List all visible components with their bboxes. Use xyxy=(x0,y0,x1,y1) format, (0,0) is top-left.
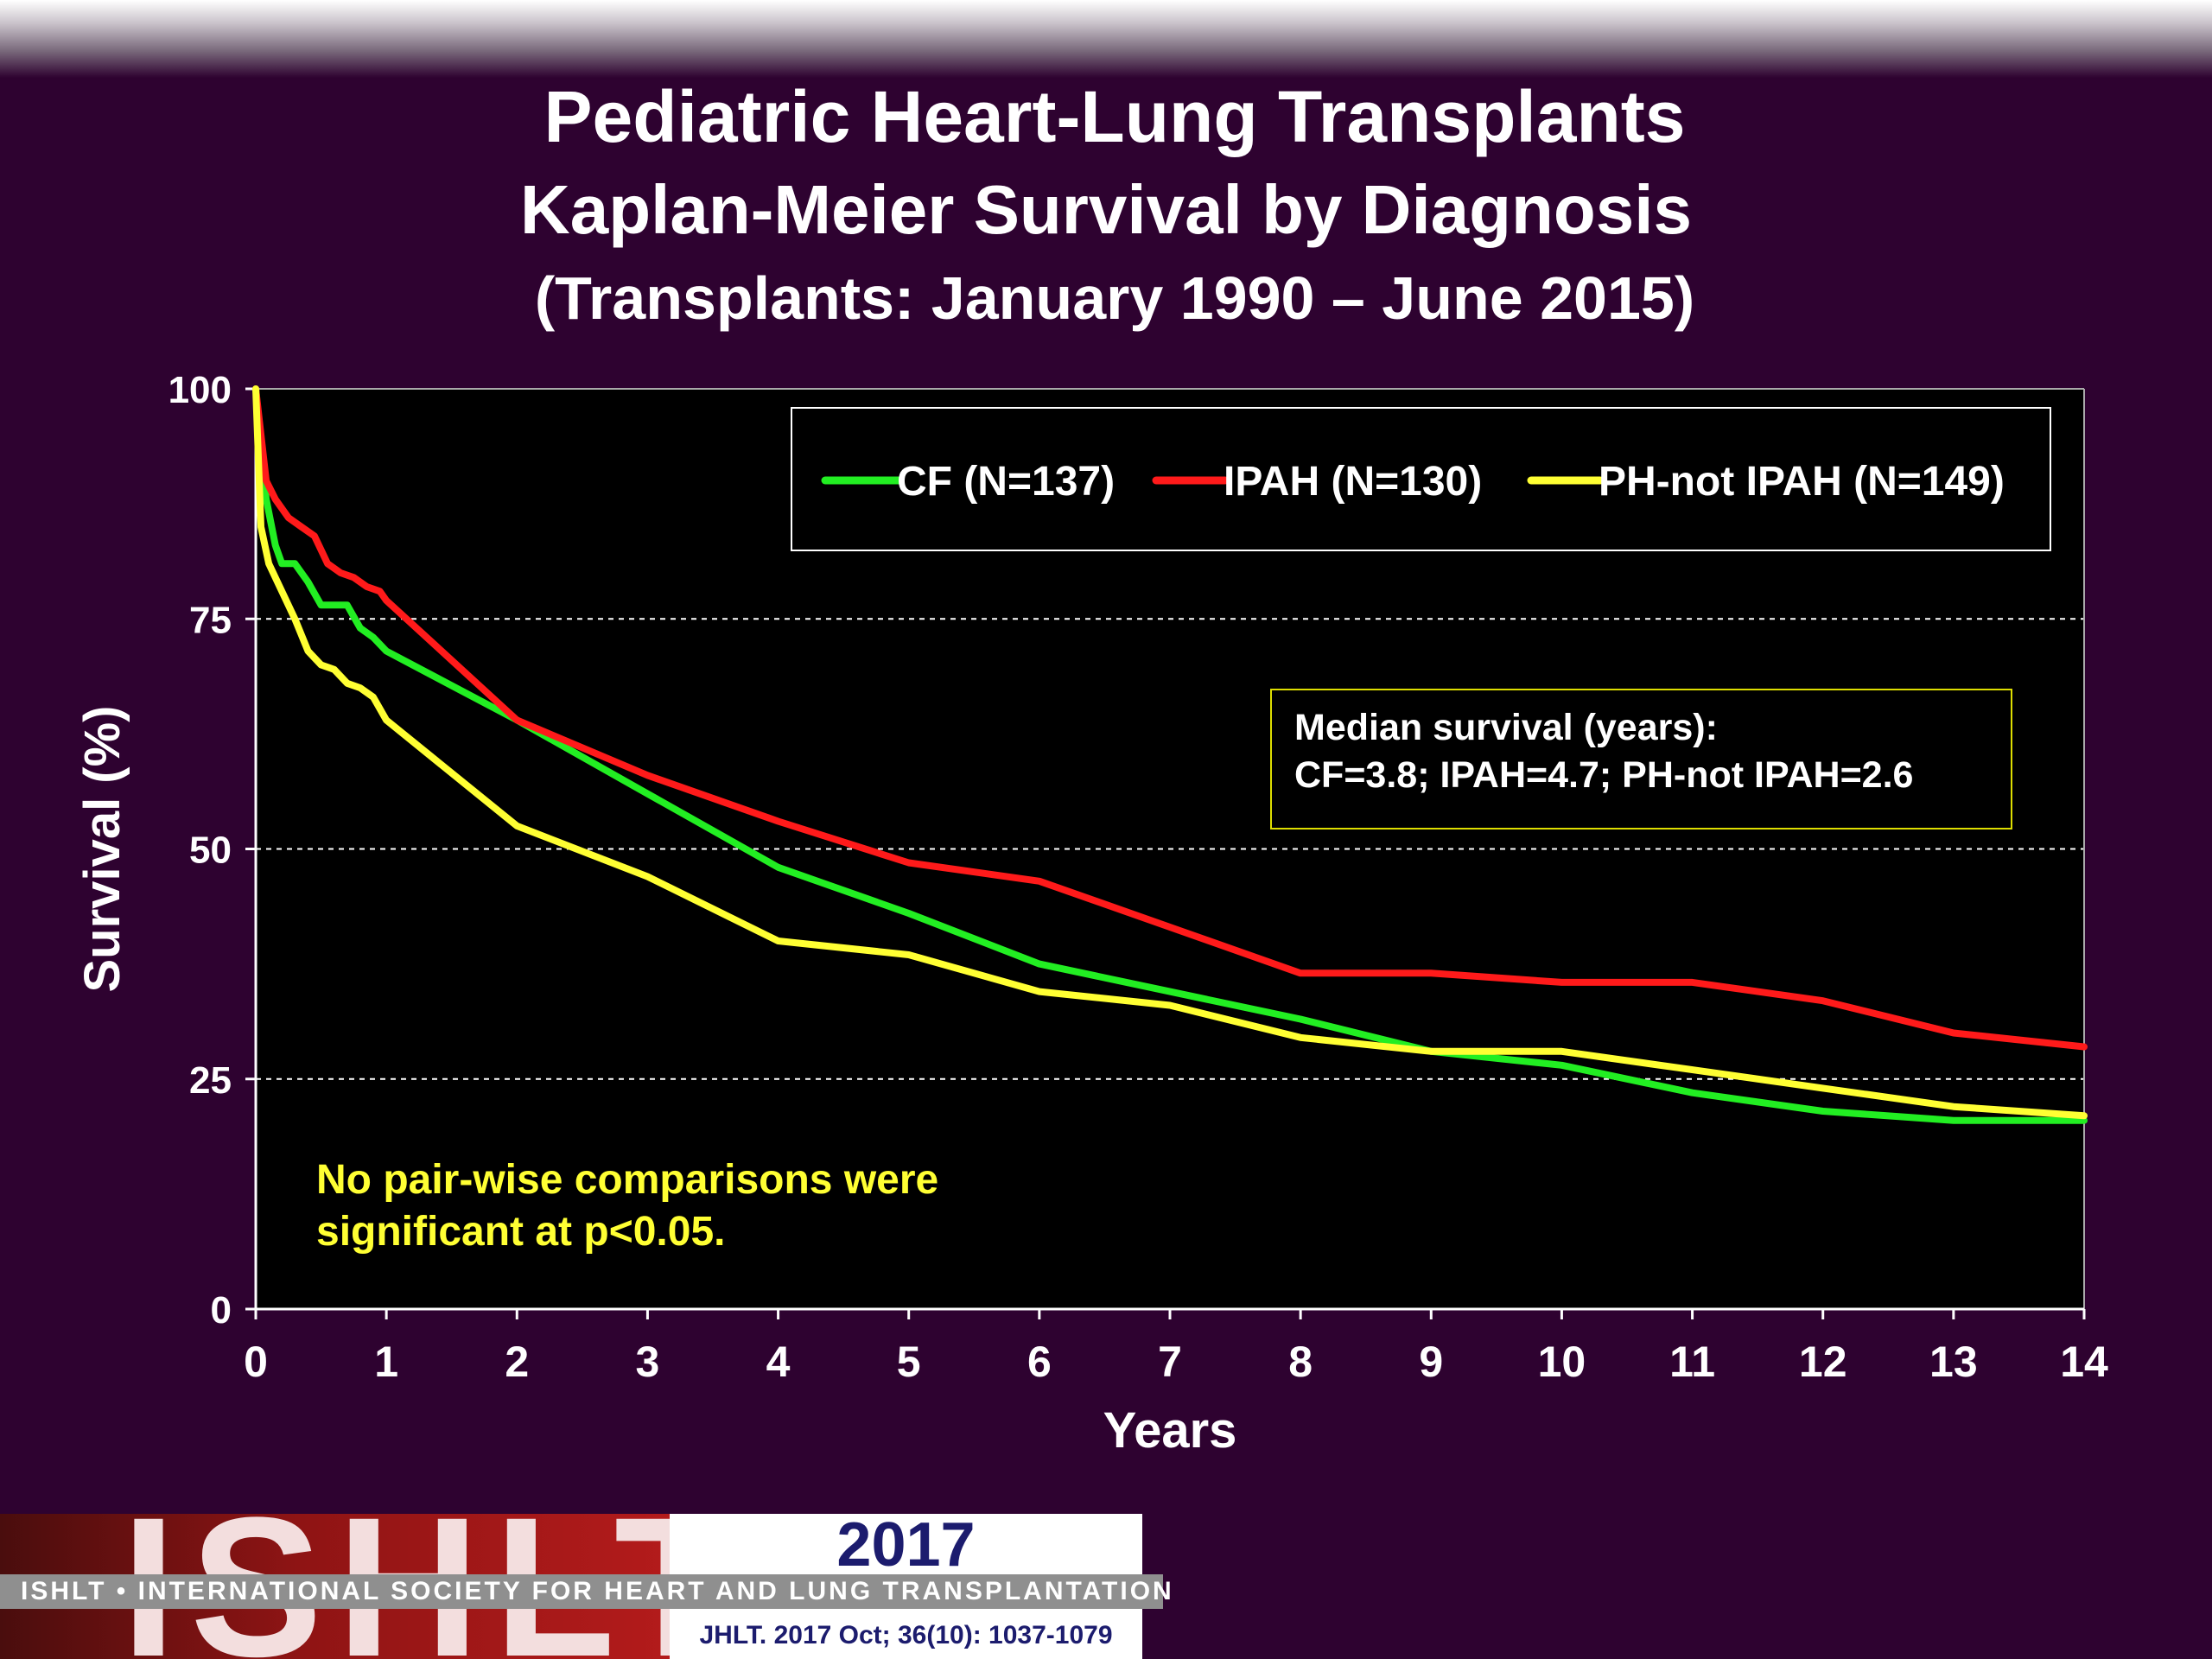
x-tick-label-6: 6 xyxy=(1027,1338,1052,1386)
journal-citation: JHLT. 2017 Oct; 36(10): 1037-1079 xyxy=(699,1621,1113,1649)
significance-note-line-0: No pair-wise comparisons were xyxy=(316,1157,938,1203)
series-lines xyxy=(252,385,2088,1124)
y-tick-label-0: 0 xyxy=(211,1289,232,1332)
slide-title: Pediatric Heart-Lung Transplants Kaplan-… xyxy=(0,69,2212,341)
x-tick-label-10: 10 xyxy=(1538,1338,1586,1386)
x-tick-label-14: 14 xyxy=(2060,1338,2108,1386)
y-axis-label: Survival (%) xyxy=(74,706,130,993)
y-tick-label-25: 25 xyxy=(189,1059,232,1102)
x-tick-label-12: 12 xyxy=(1799,1338,1847,1386)
legend: CF (N=137) IPAH (N=130) PH-not IPAH (N=149… xyxy=(791,407,2051,551)
annotations: Median survival (years): CF=3.8; IPAH=4.7… xyxy=(316,689,2012,1255)
footer-branding: ISHLT 2017 ISHLT • INTERNATIONAL SOCIETY… xyxy=(0,1510,1172,1659)
legend-label-2: PH-not IPAH (N=149) xyxy=(1599,459,2005,505)
x-tick-label-2: 2 xyxy=(505,1338,529,1386)
x-tick-label-11: 11 xyxy=(1669,1338,1715,1386)
top-gradient-bar xyxy=(0,0,2212,78)
significance-note-line-1: significant at p<0.05. xyxy=(316,1209,725,1255)
x-tick-label-4: 4 xyxy=(766,1338,791,1386)
x-tick-label-0: 0 xyxy=(244,1338,268,1386)
y-tick-label-75: 75 xyxy=(189,599,232,641)
title-line-2: Kaplan-Meier Survival by Diagnosis xyxy=(520,171,1692,248)
legend-label-1: IPAH (N=130) xyxy=(1224,459,1482,505)
x-tick-label-5: 5 xyxy=(897,1338,921,1386)
series-line-1 xyxy=(252,385,2088,1051)
y-tick-label-50: 50 xyxy=(189,830,232,872)
x-tick-label-7: 7 xyxy=(1158,1338,1182,1386)
title-line-1: Pediatric Heart-Lung Transplants xyxy=(543,76,1686,157)
legend-label-0: CF (N=137) xyxy=(897,459,1115,505)
x-tick-label-13: 13 xyxy=(1929,1338,1978,1386)
x-tick-label-3: 3 xyxy=(636,1338,660,1386)
median-survival-line-0: Median survival (years): xyxy=(1294,707,1718,748)
median-survival-line-1: CF=3.8; IPAH=4.7; PH-not IPAH=2.6 xyxy=(1294,754,1913,796)
society-name-band: ISHLT • INTERNATIONAL SOCIETY FOR HEART … xyxy=(0,1574,1172,1609)
x-tick-label-1: 1 xyxy=(374,1338,398,1386)
x-tick-label-8: 8 xyxy=(1288,1338,1313,1386)
x-tick-label-9: 9 xyxy=(1419,1338,1443,1386)
median-survival-box xyxy=(1270,689,2012,830)
x-axis-label: Years xyxy=(1103,1402,1237,1459)
y-tick-label-100: 100 xyxy=(168,369,232,411)
series-line-2 xyxy=(252,385,2088,1120)
title-line-3: (Transplants: January 1990 – June 2015) xyxy=(534,264,1695,332)
grid-lines xyxy=(256,388,2085,1309)
legend-box xyxy=(791,407,2051,551)
report-year: 2017 xyxy=(836,1510,976,1580)
